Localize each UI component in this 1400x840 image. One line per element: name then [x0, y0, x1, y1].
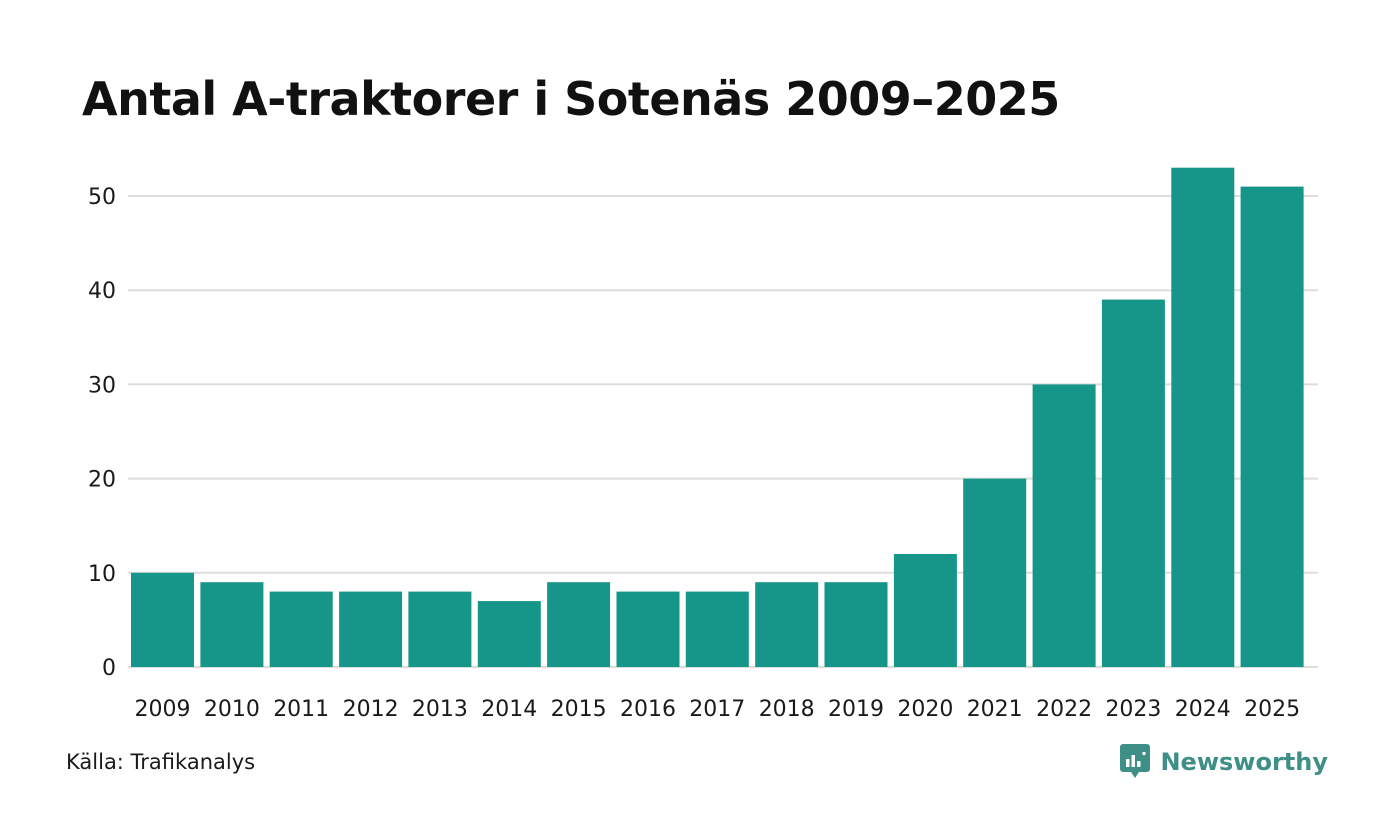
bar-2014 [477, 601, 541, 667]
bar-2019 [824, 582, 888, 667]
x-tick-label: 2018 [759, 697, 815, 722]
x-tick-label: 2009 [135, 697, 191, 722]
y-tick-label: 50 [88, 185, 116, 210]
newsworthy-logo-icon [1120, 744, 1151, 778]
x-tick-label: 2016 [620, 697, 676, 722]
x-axis-ticks: 2009 2010 2011 2012 2013 2014 2015 2016 2017 2018… [135, 697, 1301, 722]
x-tick-label: 2010 [204, 697, 260, 722]
x-tick-label: 2012 [343, 697, 399, 722]
x-tick-label: 2013 [412, 697, 468, 722]
y-tick-label: 0 [102, 656, 116, 681]
bar-2011 [269, 591, 333, 667]
brand-name: Newsworthy [1160, 748, 1328, 776]
y-axis-ticks: 0 10 20 30 40 50 [88, 185, 116, 681]
bar-2010 [200, 582, 264, 667]
x-tick-label: 2014 [481, 697, 537, 722]
bar-2016 [616, 591, 680, 667]
x-tick-label: 2017 [689, 697, 745, 722]
bars [131, 167, 1304, 667]
x-tick-label: 2015 [551, 697, 607, 722]
bar-2020 [893, 554, 957, 667]
y-tick-label: 10 [88, 562, 116, 587]
x-tick-label: 2019 [828, 697, 884, 722]
bar-2023 [1101, 299, 1165, 667]
x-tick-label: 2011 [273, 697, 329, 722]
bar-2025 [1240, 186, 1304, 667]
y-tick-label: 20 [88, 468, 116, 493]
source-note: Källa: Trafikanalys [66, 750, 256, 774]
y-tick-label: 30 [88, 373, 116, 398]
bar-2021 [963, 478, 1027, 667]
chart-title: Antal A-traktorer i Sotenäs 2009–2025 [82, 72, 1060, 126]
bar-2009 [131, 572, 194, 667]
x-tick-label: 2025 [1244, 697, 1300, 722]
bar-2024 [1171, 167, 1235, 667]
bar-2015 [547, 582, 611, 667]
x-tick-label: 2020 [897, 697, 953, 722]
x-tick-label: 2023 [1105, 697, 1161, 722]
bar-2017 [685, 591, 749, 667]
bar-2018 [755, 582, 819, 667]
x-tick-label: 2021 [967, 697, 1023, 722]
x-tick-label: 2022 [1036, 697, 1092, 722]
bar-2012 [339, 591, 403, 667]
brand-logo: Newsworthy [1120, 744, 1328, 780]
x-tick-label: 2024 [1175, 697, 1231, 722]
bar-2013 [408, 591, 472, 667]
y-tick-label: 40 [88, 279, 116, 304]
bar-2022 [1032, 384, 1096, 667]
